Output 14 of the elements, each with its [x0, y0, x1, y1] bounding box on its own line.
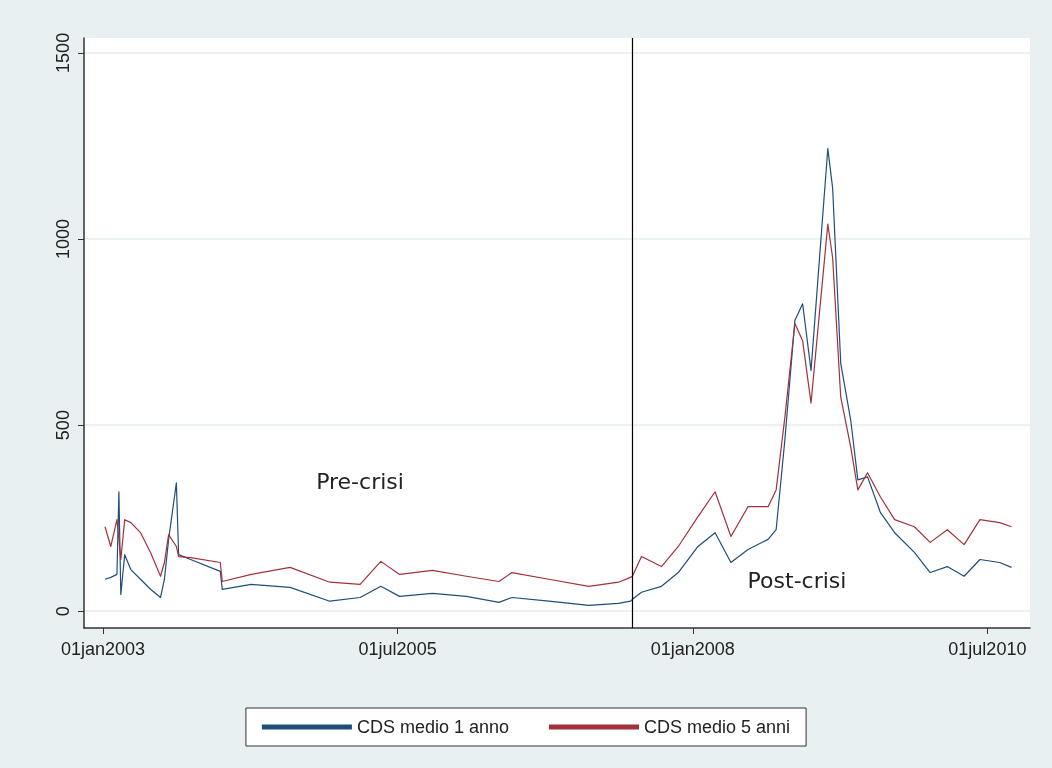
- x-tick-label: 01jan2008: [650, 639, 735, 659]
- line-series: [104, 223, 1013, 587]
- legend-label: CDS medio 5 anni: [644, 717, 791, 737]
- annotation: Pre-crisi: [316, 468, 404, 494]
- line-series: [104, 147, 1013, 606]
- y-tick-label: 500: [53, 410, 73, 441]
- y-tick-label: 0: [53, 606, 73, 617]
- annotation: Post-crisi: [747, 567, 847, 593]
- legend-label: CDS medio 1 anno: [356, 717, 510, 737]
- x-tick-label: 01jan2003: [61, 639, 146, 659]
- x-tick-label: 01jul2010: [948, 639, 1027, 659]
- y-tick-label: 1000: [53, 218, 73, 260]
- y-tick-label: 1500: [53, 32, 73, 73]
- x-tick-label: 01jul2005: [358, 639, 437, 659]
